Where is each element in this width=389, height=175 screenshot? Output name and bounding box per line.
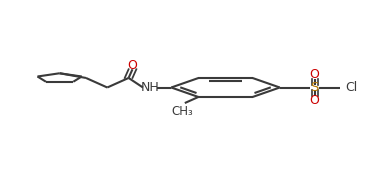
Text: O: O <box>310 94 320 107</box>
Text: NH: NH <box>140 81 159 94</box>
Text: CH₃: CH₃ <box>171 105 193 118</box>
Text: Cl: Cl <box>346 81 358 94</box>
Text: S: S <box>310 81 319 94</box>
Text: O: O <box>310 68 320 81</box>
Text: O: O <box>128 59 137 72</box>
